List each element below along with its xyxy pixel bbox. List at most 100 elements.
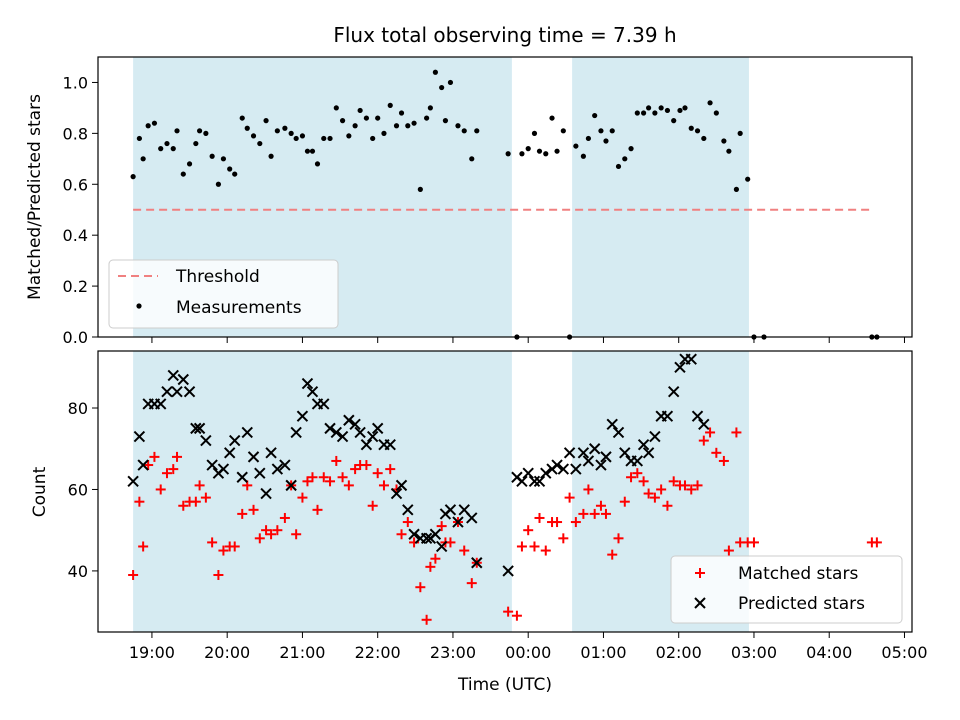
predicted-star-point — [193, 422, 206, 435]
measurement-point — [263, 118, 269, 124]
measurement-point — [536, 148, 543, 154]
matched-star-point — [723, 545, 734, 556]
measurement-point — [293, 135, 299, 142]
measurement-point — [304, 148, 311, 154]
measurement-point — [474, 128, 480, 134]
predicted-star-point — [698, 418, 710, 431]
x-tick-label: 23:00 — [430, 643, 476, 662]
measurement-point — [737, 130, 743, 136]
measurement-point — [694, 128, 701, 134]
predicted-star-point — [619, 447, 631, 459]
bottom-panel-shaded-intervals — [133, 351, 749, 632]
measurement-point — [598, 128, 604, 134]
predicted-star-point — [183, 386, 196, 398]
top-panel-x-ticks — [151, 337, 905, 343]
measurement-point — [585, 135, 592, 142]
bottom-y-tick-label: 60 — [68, 480, 88, 499]
measurement-point — [609, 128, 615, 134]
matched-star-point — [871, 537, 882, 548]
matched-star-point — [190, 496, 201, 507]
matched-star-point — [143, 460, 154, 471]
matched-star-point — [595, 500, 606, 511]
legend-x-marker — [694, 597, 706, 609]
matched-star-point — [421, 614, 432, 625]
bottom-y-tick-label: 80 — [68, 399, 88, 418]
matched-star-point — [325, 476, 336, 487]
matched-star-point — [632, 468, 643, 479]
measurement-point — [677, 107, 683, 114]
matched-star-point — [415, 582, 426, 593]
measurement-point — [592, 112, 598, 119]
top-y-tick-label: 0.0 — [63, 328, 88, 347]
matched-star-point — [149, 451, 160, 462]
matched-star-point — [396, 529, 407, 540]
measurement-point — [370, 135, 376, 142]
predicted-star-point — [354, 426, 366, 439]
predicted-star-point — [247, 451, 260, 463]
measurement-point — [321, 135, 327, 142]
bottom-panel-y-axis-label: Count — [30, 466, 50, 517]
measurement-point — [455, 123, 461, 129]
matched-star-point — [656, 484, 667, 495]
matched-star-point — [237, 508, 248, 519]
bottom-y-tick-label: 40 — [68, 562, 88, 581]
measurement-point — [381, 130, 387, 136]
bottom-panel-x-ticks: 19:00 20:00 21:00 22:00 23:00 00:00 01:00 02:00… — [129, 632, 928, 662]
measurement-point — [469, 156, 475, 162]
predicted-star-point — [241, 426, 253, 439]
predicted-star-point — [516, 475, 528, 488]
matched-star-point — [466, 578, 477, 589]
matched-star-point — [367, 500, 378, 511]
matched-star-point — [168, 464, 179, 475]
predicted-star-point — [236, 471, 248, 483]
matched-star-point — [692, 480, 703, 491]
measurement-point — [314, 161, 321, 167]
measurement-point — [439, 84, 445, 91]
predicted-star-point — [408, 528, 420, 540]
measurement-point — [519, 151, 525, 157]
matched-star-point — [425, 561, 436, 572]
matched-star-point — [194, 480, 205, 491]
matched-star-point — [748, 537, 759, 548]
matched-stars-points — [128, 427, 882, 625]
measurement-point — [417, 186, 423, 192]
measurement-point — [398, 110, 405, 116]
measurement-point — [701, 135, 707, 142]
matched-star-point — [600, 508, 611, 519]
predicted-star-point — [127, 475, 139, 488]
top-legend-box — [108, 259, 339, 329]
predicted-star-point — [674, 361, 686, 373]
measurement-point — [196, 128, 203, 134]
predicted-star-point — [167, 369, 179, 382]
predicted-star-point — [522, 467, 534, 479]
predicted-star-point — [395, 479, 408, 492]
predicted-star-point — [588, 443, 601, 455]
measurement-point — [658, 105, 664, 111]
measurement-point — [268, 153, 274, 159]
x-tick-label: 04:00 — [806, 643, 852, 662]
x-tick-label: 20:00 — [204, 643, 250, 662]
legend-matched-label: Matched stars — [738, 564, 858, 584]
measurement-point — [357, 107, 363, 114]
measurement-point — [203, 130, 209, 136]
measurement-point — [640, 110, 647, 116]
measurement-point — [554, 148, 560, 154]
matched-star-point — [711, 447, 722, 458]
top-y-tick-label: 0.6 — [63, 175, 88, 194]
matched-star-point — [343, 480, 354, 491]
x-tick-label: 22:00 — [355, 643, 401, 662]
predicted-star-point — [637, 438, 650, 451]
matched-star-point — [578, 508, 589, 519]
measurement-point — [282, 125, 288, 131]
measurement-point — [227, 166, 233, 172]
predicted-star-point — [528, 475, 541, 488]
predicted-star-point — [349, 418, 361, 431]
predicted-star-point — [217, 463, 230, 475]
matched-star-point — [649, 492, 660, 503]
matched-star-point — [626, 472, 637, 483]
predicted-star-point — [133, 430, 146, 443]
predicted-star-point — [435, 540, 448, 553]
measurement-point — [346, 133, 352, 139]
matched-star-point — [534, 512, 545, 523]
predicted-star-point — [595, 459, 607, 471]
